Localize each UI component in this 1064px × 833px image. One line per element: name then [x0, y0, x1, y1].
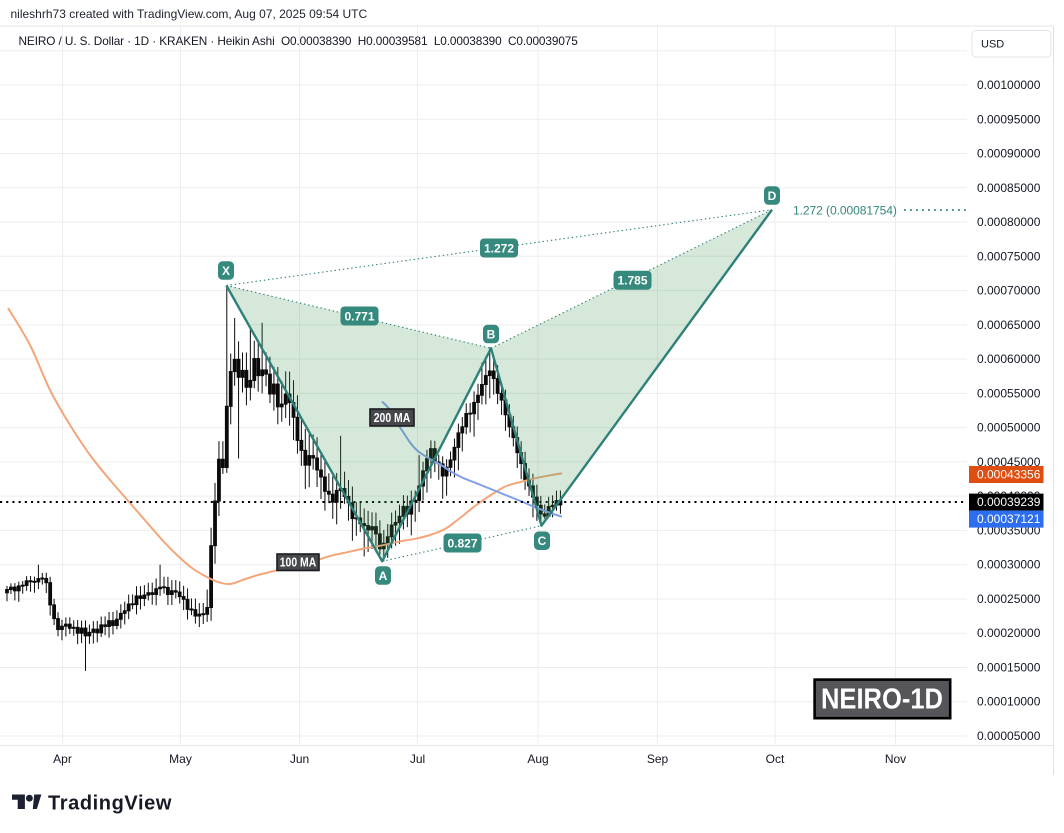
svg-text:1.785: 1.785	[617, 274, 647, 288]
svg-text:X: X	[222, 264, 230, 278]
svg-text:nileshrh73 created with Tradin: nileshrh73 created with TradingView.com,…	[11, 7, 368, 21]
svg-text:0.00039239: 0.00039239	[977, 495, 1041, 509]
svg-text:NEIRO-1D: NEIRO-1D	[821, 684, 943, 716]
svg-text:0.00080000: 0.00080000	[977, 215, 1041, 229]
svg-text:100 MA: 100 MA	[280, 556, 317, 570]
svg-text:0.00005000: 0.00005000	[977, 729, 1041, 743]
svg-text:0.00055000: 0.00055000	[977, 386, 1041, 400]
svg-text:Oct: Oct	[766, 752, 785, 766]
svg-text:USD: USD	[981, 39, 1004, 51]
svg-text:1.272 (0.00081754): 1.272 (0.00081754)	[793, 203, 897, 217]
svg-text:TradingView: TradingView	[48, 793, 172, 815]
svg-text:0.00045000: 0.00045000	[977, 455, 1041, 469]
svg-text:0.00030000: 0.00030000	[977, 558, 1041, 572]
svg-text:0.00043356: 0.00043356	[977, 468, 1041, 482]
svg-text:0.00025000: 0.00025000	[977, 592, 1041, 606]
svg-text:0.00037121: 0.00037121	[977, 512, 1041, 526]
svg-text:0.00050000: 0.00050000	[977, 421, 1041, 435]
svg-text:200 MA: 200 MA	[374, 411, 411, 425]
svg-text:May: May	[169, 752, 192, 766]
svg-text:0.00085000: 0.00085000	[977, 181, 1041, 195]
svg-text:A: A	[379, 569, 388, 583]
svg-text:C: C	[538, 534, 547, 548]
svg-text:0.00060000: 0.00060000	[977, 352, 1041, 366]
svg-text:0.00015000: 0.00015000	[977, 660, 1041, 674]
svg-text:0.00100000: 0.00100000	[977, 78, 1041, 92]
svg-text:0.00095000: 0.00095000	[977, 112, 1041, 126]
svg-text:0.00020000: 0.00020000	[977, 626, 1041, 640]
svg-text:0.00075000: 0.00075000	[977, 249, 1041, 263]
svg-text:NEIRO / U. S. Dollar · 1D · KR: NEIRO / U. S. Dollar · 1D · KRAKEN · Hei…	[19, 34, 579, 48]
svg-text:0.00090000: 0.00090000	[977, 147, 1041, 161]
svg-text:1.272: 1.272	[484, 242, 514, 256]
svg-text:0.827: 0.827	[447, 537, 477, 551]
svg-text:Aug: Aug	[527, 752, 548, 766]
svg-text:0.771: 0.771	[344, 310, 374, 324]
svg-text:B: B	[487, 327, 496, 341]
svg-text:Apr: Apr	[53, 752, 72, 766]
svg-text:0.00065000: 0.00065000	[977, 318, 1041, 332]
svg-text:Jul: Jul	[410, 752, 425, 766]
svg-text:0.00010000: 0.00010000	[977, 695, 1041, 709]
svg-text:Nov: Nov	[885, 752, 906, 766]
svg-text:D: D	[768, 189, 777, 203]
svg-text:Sep: Sep	[647, 752, 669, 766]
svg-text:Jun: Jun	[290, 752, 309, 766]
svg-text:0.00070000: 0.00070000	[977, 284, 1041, 298]
